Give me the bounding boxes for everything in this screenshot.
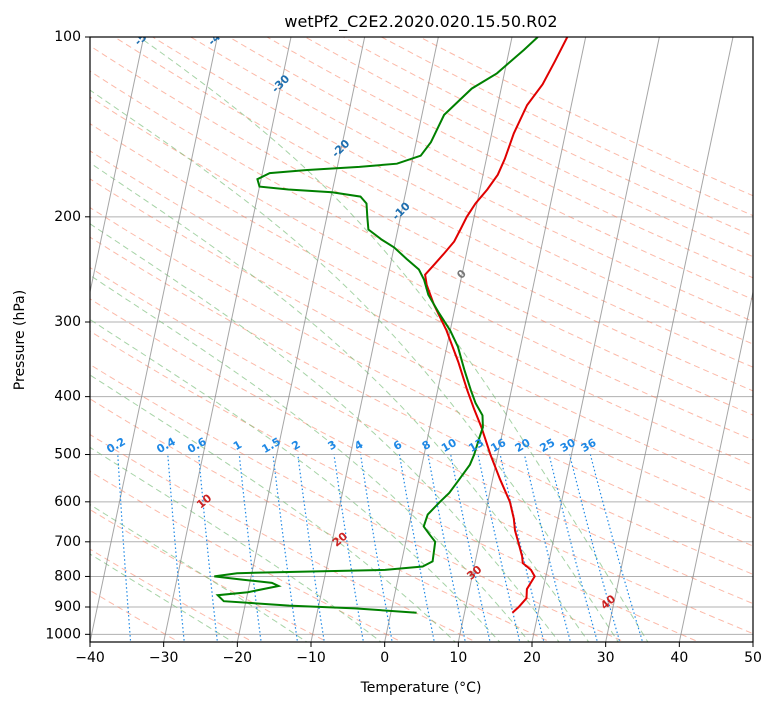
- y-tick-label: 800: [54, 568, 81, 584]
- x-tick-label: 50: [744, 650, 762, 666]
- y-tick-label: 300: [54, 314, 81, 330]
- y-tick-label: 600: [54, 494, 81, 510]
- x-tick-label: 0: [380, 650, 389, 666]
- y-tick-label: 900: [54, 599, 81, 615]
- x-tick-label: −10: [296, 650, 326, 666]
- x-tick-label: −30: [149, 650, 179, 666]
- y-tick-label: 500: [54, 447, 81, 463]
- y-tick-label: 1000: [45, 626, 81, 642]
- y-tick-label: 100: [54, 29, 81, 45]
- y-axis-label: Pressure (hPa): [12, 290, 28, 390]
- x-tick-label: 10: [449, 650, 467, 666]
- chart-title: wetPf2_C2E2.2020.020.15.50.R02: [284, 12, 557, 32]
- x-tick-label: 20: [523, 650, 541, 666]
- x-tick-label: 30: [597, 650, 615, 666]
- x-axis-label: Temperature (°C): [360, 680, 482, 696]
- x-tick-label: −20: [223, 650, 253, 666]
- x-tick-label: −40: [75, 650, 105, 666]
- y-tick-label: 400: [54, 389, 81, 405]
- x-tick-label: 40: [670, 650, 688, 666]
- y-tick-label: 700: [54, 534, 81, 550]
- y-tick-label: 200: [54, 209, 81, 225]
